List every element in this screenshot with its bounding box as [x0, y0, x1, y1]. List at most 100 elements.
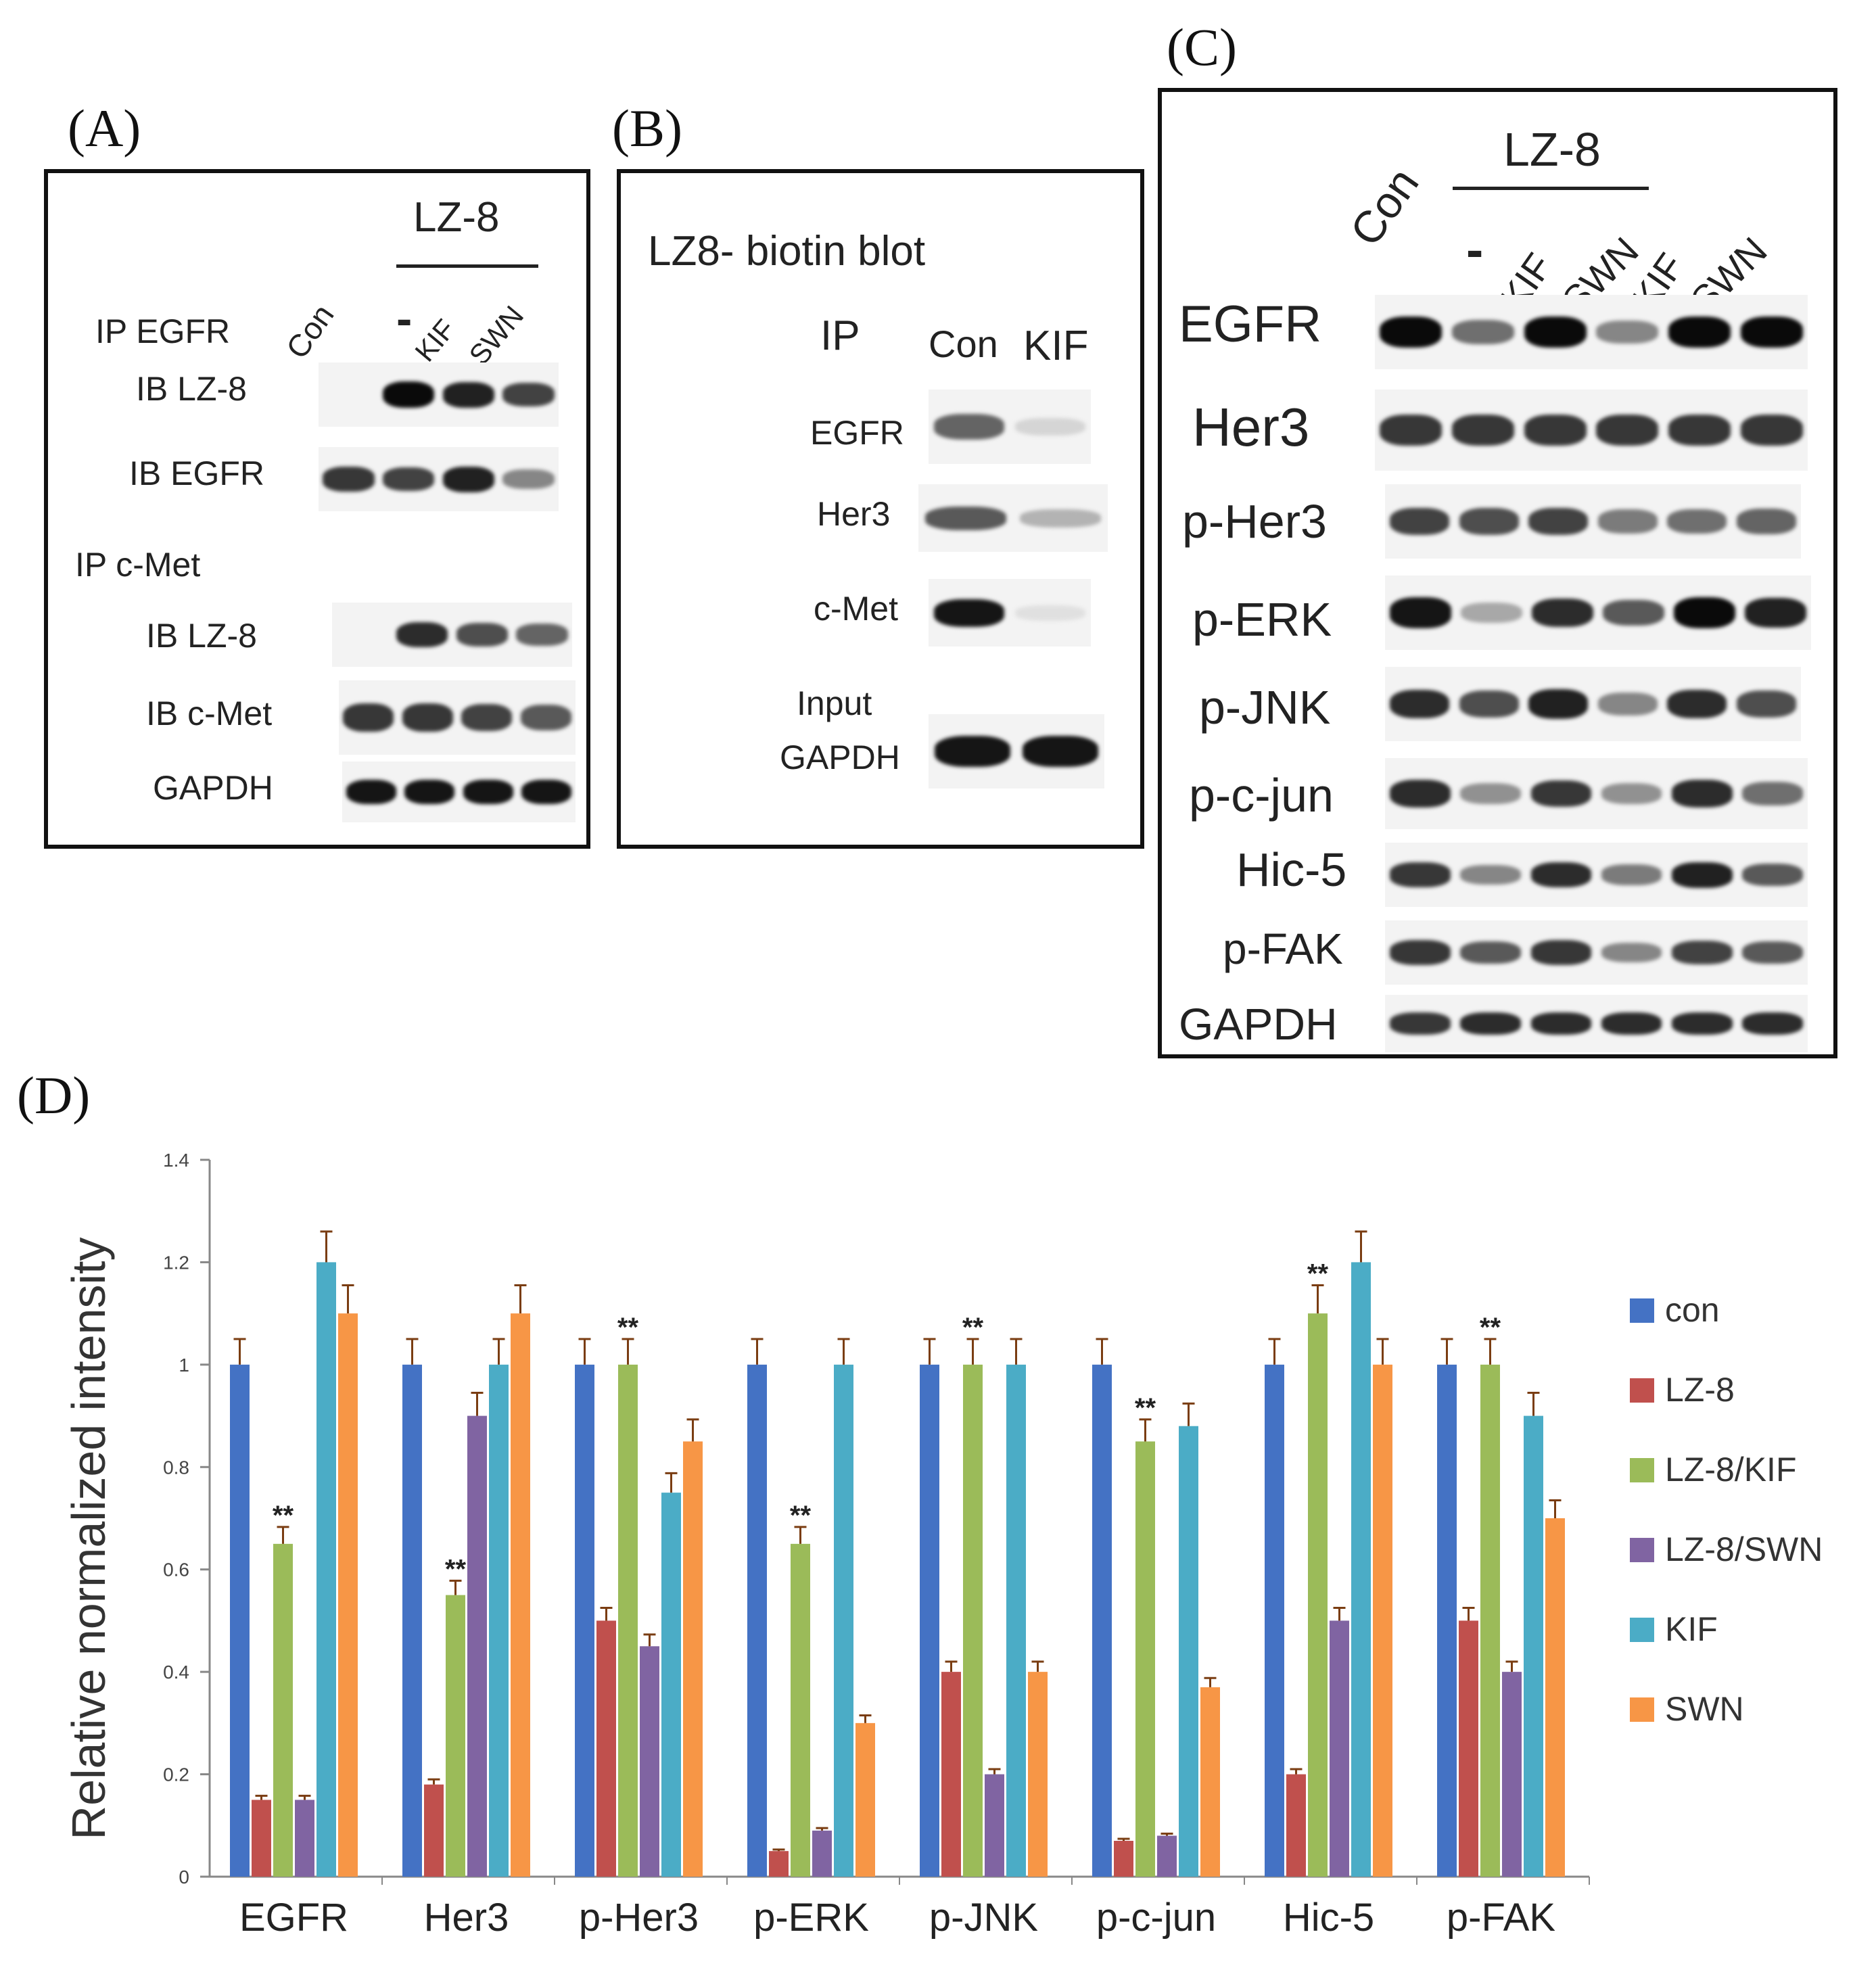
panel-c-row-label: p-FAK — [1223, 924, 1343, 973]
panel-b-input-label: Input — [797, 684, 872, 722]
blot-band — [442, 466, 495, 492]
blot-band — [1459, 690, 1519, 718]
blot-band — [1601, 782, 1662, 805]
blot-band — [442, 381, 495, 408]
blot-band — [1524, 316, 1587, 348]
bar — [747, 1364, 767, 1877]
panel-a-lane-label: KIF — [408, 313, 462, 368]
blot-band — [1528, 689, 1589, 719]
blot-band — [1667, 509, 1727, 534]
blot-strip — [1385, 484, 1801, 559]
blot-band — [1015, 417, 1085, 436]
panel-a-lane-label: - — [396, 292, 413, 345]
blot-band — [1459, 508, 1519, 535]
blot-band — [382, 467, 435, 492]
panel-a-lane-label: SWN — [463, 300, 530, 371]
blot-band — [1461, 602, 1522, 624]
bar — [769, 1851, 789, 1877]
bar — [1157, 1835, 1177, 1877]
bar — [941, 1672, 961, 1877]
blot-band — [1530, 940, 1592, 965]
bar — [1028, 1672, 1048, 1877]
legend-swatch — [1630, 1618, 1654, 1642]
panel-c-row-label: p-c-jun — [1189, 769, 1334, 822]
bar — [1135, 1441, 1155, 1877]
panel-c-row-label: Hic-5 — [1236, 843, 1347, 896]
blot-band — [1390, 507, 1450, 536]
legend-swatch — [1630, 1458, 1654, 1482]
blot-band — [924, 506, 1007, 530]
y-tick-label: 0.4 — [163, 1662, 189, 1683]
blot-strip — [929, 714, 1104, 789]
blot-band — [1671, 940, 1733, 965]
panel-a-row-label: GAPDH — [153, 769, 273, 807]
blot-band — [1390, 597, 1451, 628]
x-tick-label: EGFR — [239, 1896, 348, 1940]
panel-a-ip-label: IP c-Met — [75, 546, 201, 584]
blot-band — [1596, 320, 1659, 344]
panel-a-treatment-line — [396, 264, 538, 268]
blot-band — [1745, 598, 1806, 628]
blot-strip — [929, 390, 1091, 464]
blot-band — [1390, 689, 1450, 719]
bar — [1351, 1262, 1371, 1877]
blot-band — [1452, 319, 1514, 345]
panel-b-lane-label: KIF — [1023, 323, 1089, 369]
blot-band — [1740, 316, 1803, 348]
blot-band — [1380, 316, 1443, 348]
bar — [834, 1364, 853, 1877]
panel-c-lane-label: - — [1466, 221, 1484, 279]
blot-strip — [1375, 295, 1808, 369]
bar — [855, 1722, 875, 1877]
bar — [511, 1313, 530, 1877]
bar — [295, 1800, 314, 1877]
blot-band — [1023, 736, 1098, 767]
blot-band — [1740, 415, 1803, 446]
significance-marker: ** — [445, 1554, 467, 1584]
bar — [1437, 1364, 1457, 1877]
panel-b-row-label: c-Met — [814, 590, 898, 628]
blot-band — [502, 382, 555, 407]
blot-band — [1530, 1012, 1592, 1035]
blot-band — [502, 469, 555, 490]
blot-band — [1528, 507, 1589, 536]
bar — [1286, 1774, 1306, 1877]
panel-c-treatment-line — [1453, 187, 1649, 190]
legend-swatch — [1630, 1378, 1654, 1403]
blot-band — [1601, 942, 1662, 963]
bar — [1265, 1364, 1284, 1877]
y-tick-label: 1 — [179, 1355, 189, 1376]
bar — [316, 1262, 336, 1877]
panel-b-label: (B) — [612, 99, 682, 158]
blot-strip — [1385, 667, 1801, 741]
bar — [1373, 1364, 1392, 1877]
blot-strip — [339, 680, 576, 755]
blot-band — [1671, 862, 1733, 888]
legend-label: KIF — [1665, 1610, 1718, 1648]
blot-band — [1668, 415, 1731, 446]
blot-band — [402, 703, 453, 732]
blot-band — [1390, 1012, 1451, 1035]
y-tick-label: 0.8 — [163, 1457, 189, 1478]
panel-c-row-label: GAPDH — [1179, 999, 1338, 1049]
bar — [683, 1441, 703, 1877]
blot-band — [1380, 415, 1443, 446]
legend-swatch — [1630, 1538, 1654, 1562]
panel-a-ip-label: IP EGFR — [95, 312, 231, 350]
legend-swatch — [1630, 1697, 1654, 1722]
blot-band — [1671, 780, 1733, 807]
blot-strip — [1385, 995, 1808, 1052]
blot-band — [934, 414, 1004, 440]
blot-strip — [319, 362, 559, 427]
y-tick-label: 1.4 — [163, 1150, 189, 1171]
x-tick-label: Hic-5 — [1283, 1896, 1374, 1940]
panel-c-row-label: EGFR — [1179, 296, 1322, 353]
bar — [1092, 1364, 1112, 1877]
blot-band — [323, 467, 375, 492]
panel-b-frame: LZ8- biotin blot IP Con KIF EGFR Her3 c-… — [617, 169, 1144, 849]
blot-band — [1667, 689, 1727, 719]
bar — [791, 1543, 810, 1877]
blot-band — [1460, 864, 1522, 885]
blot-strip — [1385, 843, 1808, 907]
blot-band — [1460, 782, 1522, 805]
